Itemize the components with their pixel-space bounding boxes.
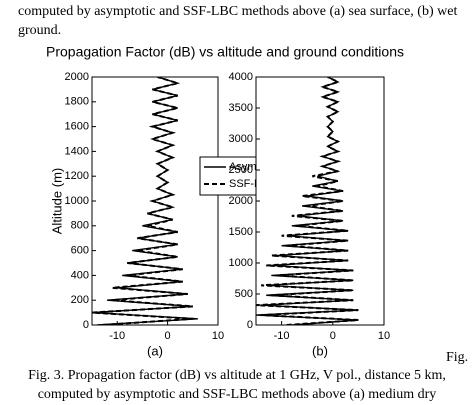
y-tick-label: 2000 (229, 195, 253, 207)
x-tick-label: 0 (165, 330, 171, 342)
y-tick-label: 1200 (65, 170, 89, 182)
y-tick-label: 1000 (229, 257, 253, 269)
y-tick-label: 600 (71, 245, 89, 257)
y-tick-label: 800 (71, 220, 89, 232)
figure-title: Propagation Factor (dB) vs altitude and … (46, 44, 404, 60)
y-tick-label: 2500 (229, 164, 253, 176)
subplot-label: (a) (147, 343, 163, 358)
y-tick-label: 1800 (65, 96, 89, 108)
y-tick-label: 1000 (65, 195, 89, 207)
x-tick-label: -10 (109, 330, 125, 342)
y-tick-label: 2000 (65, 71, 89, 83)
header-line: ground. (18, 23, 61, 38)
side-note: Fig. (446, 350, 468, 365)
series-line (92, 77, 193, 325)
y-tick-label: 1500 (229, 226, 253, 238)
subplot-label: (b) (312, 343, 328, 358)
y-tick-label: 1600 (65, 121, 89, 133)
caption-line: Fig. 3. Propagation factor (dB) vs altit… (28, 368, 446, 383)
x-tick-label: 0 (330, 330, 336, 342)
y-tick-label: 1400 (65, 145, 89, 157)
x-tick-label: 10 (378, 330, 390, 342)
series-line (256, 77, 359, 325)
y-tick-label: 400 (71, 269, 89, 281)
y-tick-label: 3500 (229, 102, 253, 114)
caption-line: computed by asymptotic and SSF-LBC metho… (38, 387, 437, 402)
y-tick-label: 500 (235, 288, 253, 300)
y-tick-label: 200 (71, 294, 89, 306)
y-tick-label: 0 (83, 319, 89, 331)
y-axis-label: Altitude (m) (49, 168, 64, 234)
y-tick-label: 3000 (229, 133, 253, 145)
x-tick-label: 10 (212, 330, 224, 342)
y-tick-label: 0 (247, 319, 253, 331)
y-tick-label: 4000 (229, 71, 253, 83)
x-tick-label: -10 (274, 330, 290, 342)
header-line: computed by asymptotic and SSF-LBC metho… (18, 4, 457, 19)
